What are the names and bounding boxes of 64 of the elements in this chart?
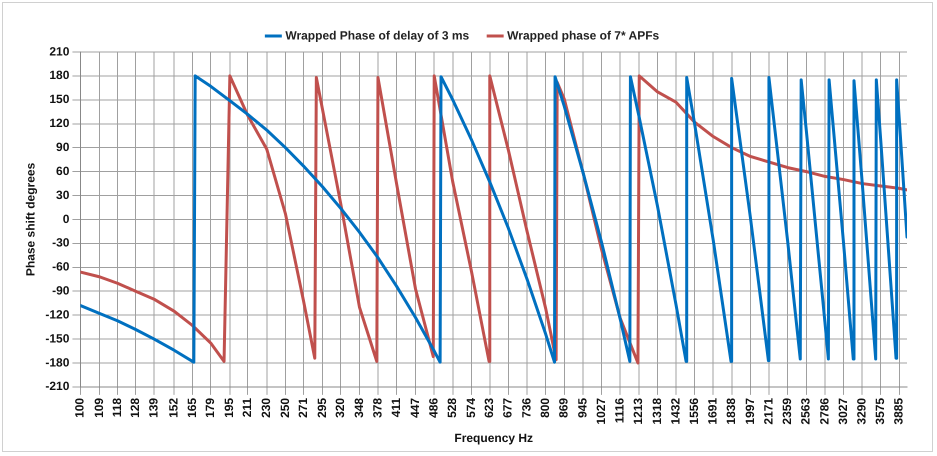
x-tick-label: 574	[464, 398, 478, 418]
y-tick-label: -60	[52, 260, 70, 274]
x-tick-label: 677	[500, 398, 515, 418]
y-tick-label: -210	[45, 379, 70, 394]
x-tick-label: 165	[184, 398, 199, 418]
x-tick-label: 1997	[742, 398, 757, 425]
x-tick-label: 128	[128, 398, 142, 418]
x-tick-label: 447	[408, 398, 422, 418]
x-tick-label: 1213	[631, 398, 646, 425]
x-tick-label: 1838	[724, 398, 738, 425]
x-tick-label: 118	[110, 398, 124, 418]
x-tick-label: 2359	[780, 398, 794, 425]
x-axis-title: Frequency Hz	[454, 431, 534, 446]
x-tick-label: 2786	[817, 398, 832, 425]
x-tick-label: 378	[370, 398, 384, 418]
y-tick-label: -90	[52, 284, 70, 298]
x-tick-label: 411	[389, 398, 404, 418]
x-tick-label: 1116	[612, 398, 627, 424]
x-tick-label: 800	[538, 398, 552, 418]
x-tick-label: 320	[333, 398, 348, 418]
x-tick-label: 1027	[594, 398, 608, 425]
x-tick-label: 230	[259, 398, 274, 418]
x-tick-label: 3885	[892, 398, 906, 425]
y-tick-label: 90	[56, 140, 70, 154]
x-tick-label: 195	[222, 398, 236, 418]
x-tick-label: 2563	[798, 398, 813, 425]
x-tick-label: 3027	[836, 398, 850, 425]
x-tick-label: 623	[482, 398, 496, 418]
y-tick-label: 120	[49, 116, 70, 130]
x-tick-label: 486	[426, 398, 441, 418]
x-tick-label: 3290	[854, 398, 868, 425]
x-tick-label: 1691	[706, 398, 720, 425]
x-tick-label: 869	[556, 398, 571, 418]
x-tick-label: 295	[314, 398, 329, 418]
y-tick-label: 210	[49, 44, 70, 58]
y-tick-label: 30	[56, 188, 70, 202]
x-tick-label: 528	[445, 398, 460, 418]
y-tick-label: 0	[62, 212, 70, 226]
y-axis-title: Phase shift degrees	[24, 162, 38, 276]
y-tick-label: 180	[49, 68, 70, 82]
x-tick-label: 1556	[686, 398, 701, 425]
x-tick-label: 1318	[650, 398, 664, 425]
x-tick-label: 348	[352, 398, 366, 418]
x-tick-label: 1432	[668, 398, 682, 425]
x-tick-label: 2171	[761, 398, 776, 425]
y-tick-label: -150	[45, 331, 70, 346]
x-tick-label: 179	[203, 398, 218, 418]
y-tick-label: -30	[52, 236, 70, 250]
y-tick-label: -180	[45, 355, 70, 370]
x-tick-label: 109	[92, 398, 106, 418]
y-tick-label: 150	[49, 92, 70, 106]
x-tick-label: 139	[146, 398, 160, 418]
x-tick-label: 3575	[873, 398, 888, 425]
y-tick-label: 60	[56, 164, 70, 178]
x-tick-label: 211	[240, 398, 254, 418]
x-tick-label: 250	[278, 398, 292, 418]
legend-label: Wrapped phase of 7* APFs	[507, 28, 660, 42]
x-tick-label: 100	[72, 398, 87, 418]
x-tick-label: 152	[166, 398, 180, 418]
x-tick-label: 271	[296, 398, 310, 418]
x-tick-label: 945	[575, 398, 590, 418]
x-tick-label: 736	[519, 398, 534, 418]
y-tick-label: -120	[45, 307, 70, 322]
legend-label: Wrapped Phase of delay of 3 ms	[285, 28, 470, 42]
